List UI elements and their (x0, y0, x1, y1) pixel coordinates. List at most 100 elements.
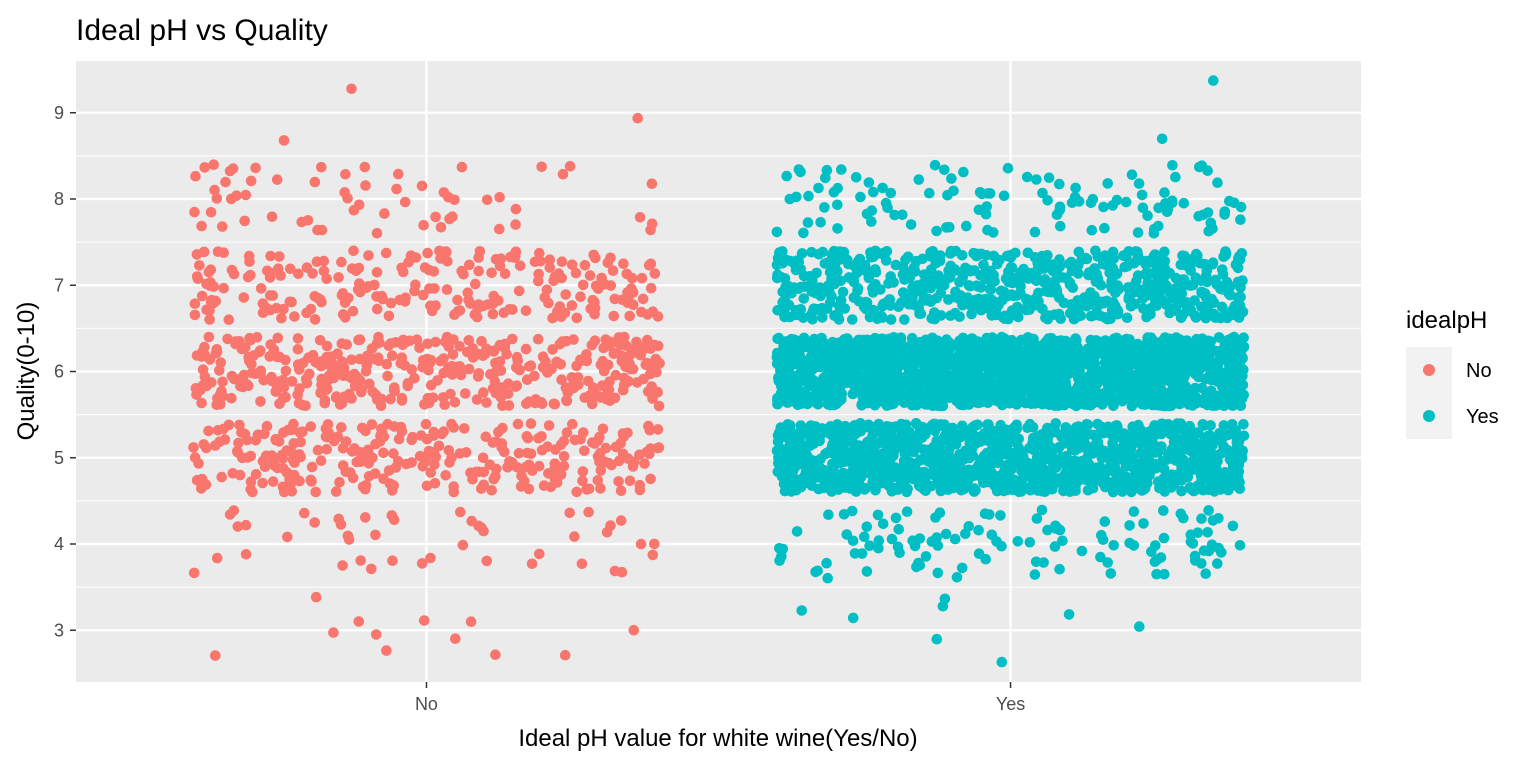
data-point (839, 303, 851, 314)
data-point (777, 296, 788, 308)
data-point (379, 208, 390, 219)
data-point (615, 515, 627, 526)
legend-swatch (1423, 364, 1435, 376)
data-point (617, 384, 629, 396)
data-point (826, 447, 838, 459)
data-point (570, 267, 582, 279)
data-point (389, 382, 400, 393)
data-point (1238, 419, 1249, 430)
data-point (425, 354, 437, 366)
data-point (1061, 450, 1072, 462)
data-point (1045, 350, 1056, 361)
data-point (556, 256, 568, 268)
data-point (829, 399, 841, 410)
data-point (889, 209, 900, 221)
data-point (1124, 537, 1135, 549)
data-point (1036, 342, 1047, 354)
data-point (270, 434, 282, 446)
data-point (933, 270, 944, 282)
data-point (956, 250, 968, 261)
data-point (905, 390, 916, 402)
data-point (1029, 226, 1041, 238)
data-point (882, 202, 893, 213)
data-point (909, 540, 921, 552)
data-point (1101, 259, 1112, 271)
data-point (794, 336, 805, 347)
data-point (797, 363, 808, 375)
data-point (806, 246, 817, 258)
data-point (771, 226, 783, 238)
data-point (561, 427, 573, 438)
data-point (316, 161, 327, 173)
data-point (250, 469, 262, 480)
data-point (861, 303, 872, 315)
data-point (944, 443, 955, 455)
data-point (642, 334, 653, 346)
data-point (850, 172, 862, 183)
data-point (1036, 504, 1048, 516)
data-point (901, 290, 913, 301)
data-point (1028, 376, 1039, 387)
data-point (1124, 520, 1135, 531)
data-point (276, 449, 288, 461)
data-point (1178, 341, 1189, 353)
data-point (1206, 293, 1217, 305)
data-point (448, 334, 459, 345)
data-point (1102, 178, 1113, 189)
data-point (276, 312, 287, 324)
data-point (986, 467, 997, 478)
data-point (305, 421, 317, 432)
data-point (899, 448, 911, 460)
data-point (588, 249, 599, 261)
data-point (532, 333, 544, 345)
data-point (510, 219, 521, 230)
data-point (932, 540, 944, 551)
data-point (278, 382, 290, 393)
data-point (337, 443, 349, 454)
data-point (1168, 478, 1180, 490)
data-point (846, 505, 858, 517)
data-point (1182, 437, 1194, 449)
data-point (901, 506, 913, 517)
data-point (1235, 201, 1247, 213)
data-point (1090, 245, 1101, 257)
data-point (900, 266, 911, 278)
data-point (336, 422, 347, 433)
data-point (278, 303, 289, 315)
data-point (255, 283, 267, 294)
data-point (327, 358, 339, 370)
data-point (1169, 430, 1180, 442)
data-point (611, 347, 623, 359)
data-point (634, 484, 646, 496)
data-point (1088, 353, 1100, 364)
data-point (613, 476, 624, 487)
y-tick-label: 4 (54, 534, 64, 554)
data-point (854, 334, 865, 346)
data-point (201, 442, 212, 454)
data-point (199, 162, 210, 173)
data-point (232, 521, 244, 532)
data-point (781, 170, 792, 182)
data-point (1098, 297, 1110, 309)
data-point (589, 388, 601, 399)
data-point (652, 311, 664, 322)
data-point (1221, 312, 1233, 324)
data-point (353, 334, 364, 346)
data-point (1052, 443, 1064, 454)
data-point (191, 271, 203, 282)
data-point (594, 456, 605, 468)
data-point (294, 383, 305, 394)
data-point (872, 313, 883, 325)
data-point (961, 220, 972, 232)
data-point (978, 259, 989, 271)
data-point (915, 308, 927, 320)
data-point (885, 187, 897, 199)
data-point (900, 419, 912, 431)
data-point (305, 303, 317, 315)
data-point (623, 376, 634, 387)
data-point (318, 265, 330, 277)
data-point (1136, 357, 1148, 368)
data-point (583, 506, 594, 518)
data-point (1138, 518, 1149, 529)
data-point (433, 440, 445, 452)
